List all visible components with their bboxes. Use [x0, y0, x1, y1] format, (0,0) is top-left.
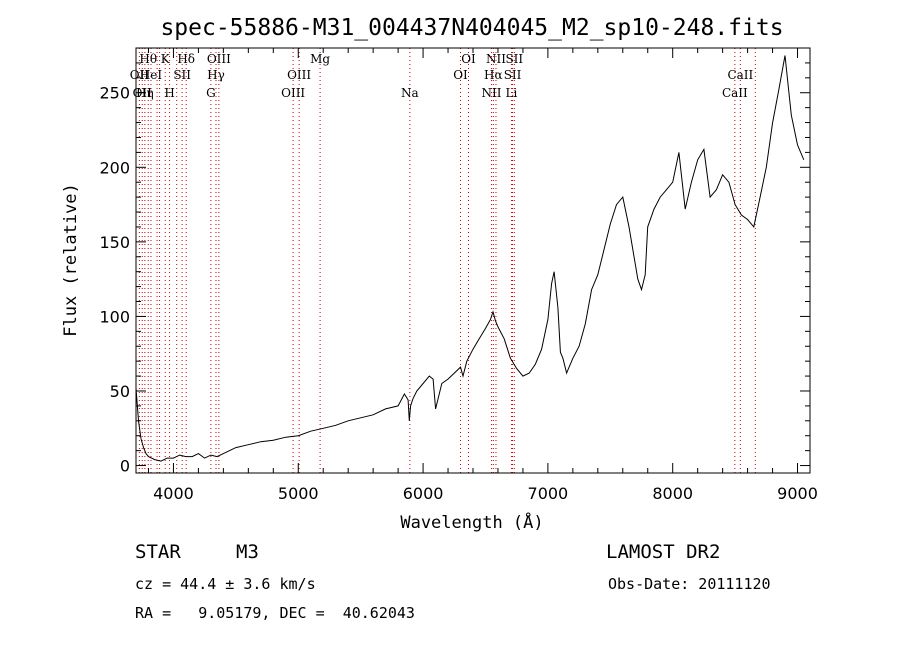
line-marker-label: K	[161, 52, 171, 66]
line-marker-label: OI	[461, 52, 476, 66]
spectrum-line	[135, 55, 805, 462]
line-marker-label: OIII	[287, 68, 311, 82]
line-marker-label: SII	[504, 68, 522, 82]
x-axis-ticks: 4000 5000 6000 7000 8000 9000	[147, 48, 818, 503]
x-tick-label: 4000	[153, 484, 194, 503]
y-axis-ticks: 0 50 100 150 200 250	[99, 62, 810, 476]
line-marker-label: OI	[453, 68, 468, 82]
y-axis-label: Flux (relative)	[61, 183, 81, 337]
line-marker-label: Hα	[484, 68, 503, 82]
redshift-cz: cz = 44.4 ± 3.6 km/s	[135, 575, 316, 593]
object-subclass: M3	[236, 541, 259, 563]
line-marker-label: Li	[506, 86, 518, 100]
line-marker-label: NII	[486, 52, 506, 66]
line-marker-label: Hδ	[177, 52, 195, 66]
emission-line-labels: OIIOIIHηHθHeIKHSIIHδGHγOIIIOIIIOIIIMgNaO…	[130, 52, 754, 100]
line-marker-label: SII	[173, 68, 191, 82]
line-marker-label: SII	[505, 52, 523, 66]
y-tick-label: 250	[99, 84, 130, 103]
line-marker-label: Mg	[310, 52, 330, 66]
line-marker-label: OIII	[207, 52, 231, 66]
y-tick-label: 0	[120, 457, 130, 476]
y-tick-label: 150	[99, 233, 130, 252]
line-marker-label: Hθ	[139, 52, 157, 66]
x-tick-label: 5000	[278, 484, 319, 503]
line-marker-label: Na	[401, 86, 419, 100]
line-marker-label: HeI	[140, 68, 163, 82]
y-tick-label: 200	[99, 158, 130, 177]
x-axis-label: Wavelength (Å)	[400, 511, 543, 533]
chart-title: spec-55886-M31_004437N404045_M2_sp10-248…	[160, 15, 783, 41]
line-marker-label: G	[206, 86, 216, 100]
survey-release: LAMOST DR2	[606, 541, 721, 563]
emission-line-markers	[138, 48, 756, 473]
plot-frame	[135, 47, 811, 474]
line-marker-label: OIII	[281, 86, 305, 100]
line-marker-label: H	[164, 86, 174, 100]
observation-date: Obs-Date: 20111120	[608, 575, 771, 593]
x-tick-label: 8000	[652, 484, 693, 503]
x-tick-label: 9000	[777, 484, 818, 503]
line-marker-label: OII	[130, 68, 150, 82]
coordinates: RA = 9.05179, DEC = 40.62043	[135, 604, 415, 622]
line-marker-label: Hγ	[207, 68, 225, 82]
x-tick-label: 7000	[528, 484, 569, 503]
y-tick-label: 100	[99, 307, 130, 326]
object-class: STAR	[135, 541, 181, 563]
x-tick-label: 6000	[403, 484, 444, 503]
line-marker-label: CaII	[722, 86, 748, 100]
y-tick-label: 50	[110, 382, 130, 401]
line-marker-label: NII	[481, 86, 501, 100]
line-marker-label: CaII	[727, 68, 753, 82]
